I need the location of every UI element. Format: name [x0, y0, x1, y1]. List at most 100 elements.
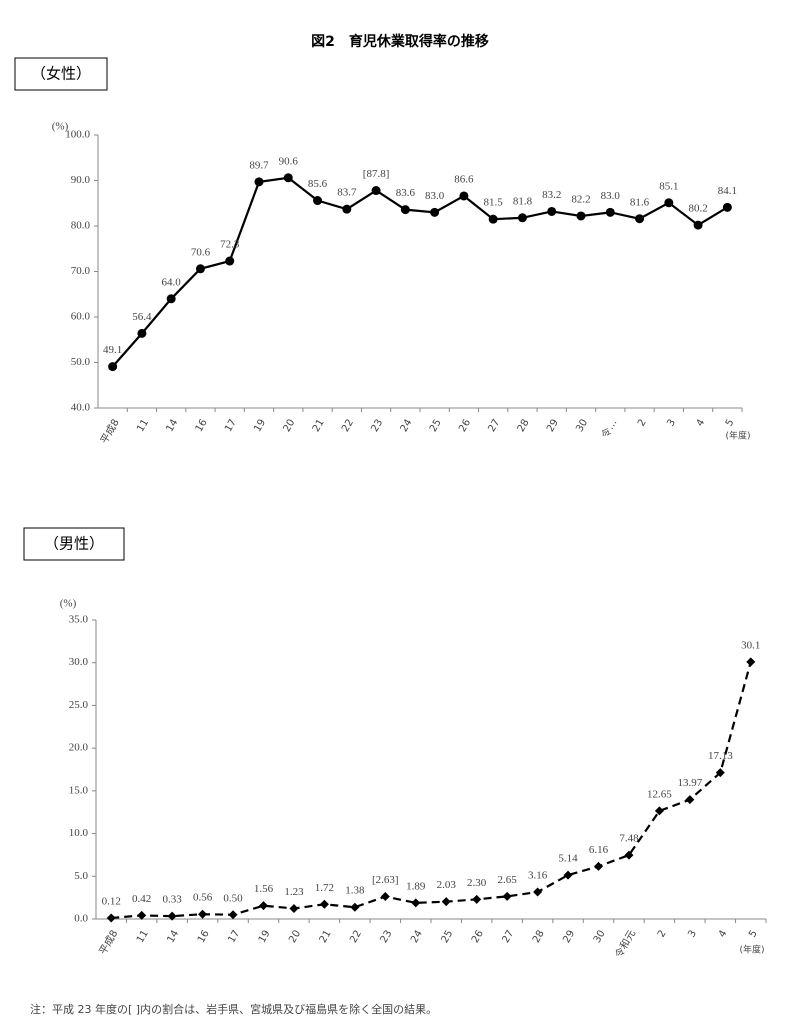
data-point	[108, 362, 118, 372]
data-point	[605, 207, 615, 217]
y-tick-label: 50.0	[71, 356, 91, 368]
x-tick-label: 24	[399, 418, 415, 435]
section-heading: （男性）	[44, 535, 104, 553]
data-point	[685, 795, 695, 805]
data-line	[111, 661, 752, 920]
x-tick-label: 28	[516, 418, 532, 435]
data-point	[576, 211, 586, 221]
data-point	[517, 213, 527, 223]
x-tick-label: 29	[545, 418, 561, 435]
x-tick-label: 2	[636, 418, 649, 429]
x-tick-label: 3	[665, 418, 678, 429]
data-label: 85.6	[308, 178, 328, 190]
x-tick-label: 25	[440, 929, 456, 946]
x-tick-label: 平成8	[97, 928, 121, 957]
data-label: 0.12	[102, 896, 121, 908]
data-label: 83.7	[337, 187, 357, 199]
data-label: 0.50	[223, 892, 243, 904]
data-point	[715, 768, 725, 778]
data-label: 86.6	[454, 174, 474, 186]
data-label: 49.1	[103, 344, 122, 356]
x-tick-label: 28	[531, 929, 547, 946]
data-point	[624, 850, 634, 860]
data-label: 2.03	[437, 879, 457, 891]
data-label: [87.8]	[363, 168, 390, 180]
x-tick-label: 5	[724, 418, 737, 429]
data-point	[563, 870, 573, 880]
x-tick-label: 2	[656, 929, 669, 940]
data-label: 82.2	[571, 194, 590, 206]
x-tick-label: 令…	[598, 417, 619, 441]
y-tick-label: 20.0	[69, 742, 89, 754]
y-tick-label: 35.0	[69, 614, 89, 626]
data-label: 84.1	[718, 185, 737, 197]
x-tick-label: 20	[287, 929, 303, 946]
data-label: 0.33	[163, 894, 183, 906]
data-point	[137, 328, 147, 338]
data-label: 81.6	[630, 196, 650, 208]
x-tick-label: 21	[318, 929, 334, 946]
data-label: 83.0	[601, 190, 621, 202]
data-point	[254, 177, 264, 187]
data-point	[371, 186, 381, 196]
data-point	[289, 903, 299, 913]
x-tick-label: 27	[500, 929, 516, 946]
data-point	[259, 901, 268, 911]
x-tick-label: 17	[226, 929, 242, 946]
data-label: 1.38	[345, 885, 365, 897]
data-point	[225, 256, 235, 266]
data-label: 81.8	[513, 195, 533, 207]
data-label: 70.6	[191, 246, 211, 258]
data-label: 2.65	[498, 874, 518, 886]
data-point	[547, 206, 557, 216]
data-label: 89.7	[249, 159, 269, 171]
x-tick-label: 24	[409, 929, 425, 946]
data-point	[488, 214, 498, 224]
data-label: 30.1	[741, 639, 760, 651]
data-point	[106, 913, 116, 923]
data-label: 72.3	[220, 239, 240, 251]
data-point	[319, 899, 329, 909]
data-label: 83.0	[425, 190, 445, 202]
data-label: [2.63]	[372, 874, 399, 886]
x-tick-label: 27	[486, 418, 502, 435]
x-tick-label: 19	[257, 929, 273, 946]
x-tick-label: 30	[574, 418, 590, 435]
y-tick-label: 90.0	[71, 174, 91, 186]
data-label: 56.4	[132, 311, 152, 323]
data-label: 83.6	[396, 187, 416, 199]
data-label: 3.16	[528, 870, 548, 882]
y-tick-label: 100.0	[65, 129, 90, 141]
data-label: 13.97	[677, 777, 702, 789]
x-tick-label: 26	[470, 929, 486, 946]
y-tick-label: 10.0	[69, 827, 89, 839]
x-tick-label: 令和元	[612, 928, 638, 960]
x-tick-label: 22	[340, 418, 356, 435]
x-tick-label: 20	[282, 418, 298, 435]
y-unit: (%)	[52, 121, 69, 133]
x-tick-label: 11	[135, 929, 151, 946]
x-tick-label: 11	[135, 418, 151, 435]
data-label: 83.2	[542, 189, 561, 201]
y-tick-label: 0.0	[74, 913, 88, 925]
x-tick-label: 5	[747, 929, 760, 940]
data-label: 17.13	[708, 750, 733, 762]
data-point	[350, 902, 360, 912]
data-point	[459, 191, 469, 201]
data-label: 90.6	[279, 155, 299, 167]
page-title: 図2 育児休業取得率の推移	[311, 33, 489, 50]
data-point	[472, 894, 482, 904]
heading-box	[23, 527, 125, 561]
data-point	[195, 264, 205, 274]
x-tick-label: 23	[379, 929, 395, 946]
data-point	[594, 861, 603, 871]
data-point	[502, 891, 512, 901]
y-unit: (%)	[60, 598, 77, 610]
y-tick-label: 70.0	[71, 265, 91, 277]
y-tick-label: 30.0	[69, 656, 89, 668]
data-label: 6.16	[589, 844, 609, 856]
x-tick-label: 平成8	[98, 417, 122, 446]
data-point	[654, 806, 664, 816]
data-point	[533, 887, 543, 897]
data-point	[411, 898, 421, 908]
